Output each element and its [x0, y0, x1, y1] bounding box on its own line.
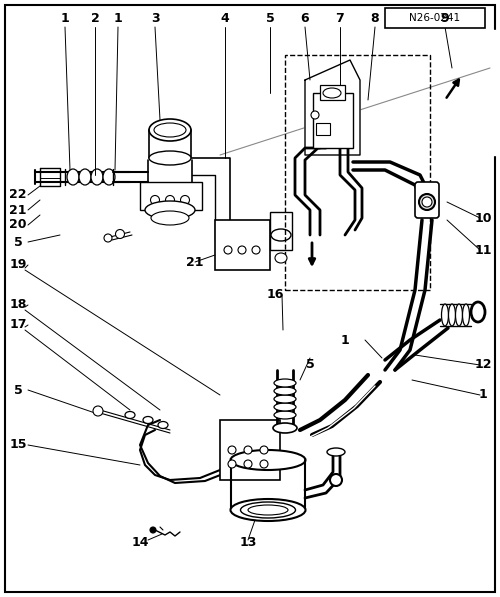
Ellipse shape	[230, 499, 306, 521]
Ellipse shape	[442, 304, 448, 326]
Text: 13: 13	[240, 537, 256, 549]
Text: 4: 4	[220, 11, 230, 24]
Ellipse shape	[149, 119, 191, 141]
Ellipse shape	[143, 417, 153, 423]
Text: 17: 17	[9, 319, 27, 331]
Circle shape	[224, 246, 232, 254]
Ellipse shape	[274, 411, 296, 419]
Circle shape	[252, 246, 260, 254]
Ellipse shape	[471, 302, 485, 322]
Ellipse shape	[448, 304, 456, 326]
Text: 6: 6	[300, 11, 310, 24]
Text: 5: 5	[14, 383, 22, 396]
Ellipse shape	[154, 123, 186, 137]
Text: 10: 10	[474, 211, 492, 224]
Circle shape	[244, 460, 252, 468]
Ellipse shape	[230, 450, 306, 470]
Bar	[220, 420, 280, 480]
Circle shape	[260, 460, 268, 468]
Text: 7: 7	[336, 11, 344, 24]
Text: 1: 1	[60, 11, 70, 24]
Circle shape	[93, 406, 103, 416]
Ellipse shape	[145, 201, 195, 219]
FancyBboxPatch shape	[415, 182, 439, 218]
Circle shape	[166, 195, 174, 205]
Ellipse shape	[274, 387, 296, 395]
Ellipse shape	[456, 304, 462, 326]
Circle shape	[244, 446, 252, 454]
Bar	[320, 85, 345, 100]
Text: 5: 5	[306, 359, 314, 371]
Ellipse shape	[274, 395, 296, 403]
Ellipse shape	[149, 151, 191, 165]
Text: 9: 9	[440, 11, 450, 24]
Polygon shape	[305, 60, 360, 155]
Text: 14: 14	[131, 537, 149, 549]
Text: N26-0241: N26-0241	[410, 13, 461, 23]
Circle shape	[116, 229, 124, 238]
Text: 18: 18	[10, 298, 26, 312]
Circle shape	[150, 195, 160, 205]
Text: 21: 21	[186, 256, 204, 269]
Bar	[316, 123, 330, 135]
Ellipse shape	[67, 169, 79, 185]
Text: 19: 19	[10, 259, 26, 272]
Ellipse shape	[274, 403, 296, 411]
Ellipse shape	[311, 111, 319, 119]
Ellipse shape	[330, 474, 342, 486]
Text: 16: 16	[266, 288, 283, 301]
Ellipse shape	[271, 229, 291, 241]
Circle shape	[104, 234, 112, 242]
Text: 1: 1	[340, 334, 349, 346]
Circle shape	[419, 194, 435, 210]
Ellipse shape	[151, 211, 189, 225]
Ellipse shape	[125, 411, 135, 418]
Text: 12: 12	[474, 359, 492, 371]
Ellipse shape	[323, 88, 341, 98]
Text: 3: 3	[150, 11, 160, 24]
Circle shape	[180, 195, 190, 205]
Ellipse shape	[158, 421, 168, 429]
Bar	[215, 220, 270, 270]
Circle shape	[260, 446, 268, 454]
Ellipse shape	[274, 379, 296, 387]
Circle shape	[422, 197, 432, 207]
Text: 1: 1	[114, 11, 122, 24]
Circle shape	[228, 460, 236, 468]
Ellipse shape	[327, 448, 345, 456]
Text: 11: 11	[474, 244, 492, 257]
Text: 2: 2	[90, 11, 100, 24]
Text: 5: 5	[266, 11, 274, 24]
Text: 21: 21	[9, 204, 27, 217]
Ellipse shape	[79, 169, 91, 185]
Circle shape	[238, 246, 246, 254]
Bar	[285, 55, 430, 290]
Bar	[140, 182, 202, 210]
Ellipse shape	[275, 253, 287, 263]
Text: 5: 5	[14, 235, 22, 248]
Bar	[313, 93, 353, 148]
Bar	[385, 8, 485, 28]
Ellipse shape	[240, 502, 296, 518]
Ellipse shape	[248, 505, 288, 515]
Text: 22: 22	[9, 189, 27, 202]
Text: 1: 1	[478, 389, 488, 402]
Bar	[270, 212, 292, 250]
Text: 20: 20	[9, 219, 27, 232]
Text: 15: 15	[9, 439, 27, 451]
Ellipse shape	[91, 169, 103, 185]
Text: 8: 8	[370, 11, 380, 24]
Polygon shape	[230, 30, 500, 155]
Circle shape	[228, 446, 236, 454]
Ellipse shape	[273, 423, 297, 433]
Circle shape	[150, 527, 156, 533]
Ellipse shape	[103, 169, 115, 185]
Ellipse shape	[462, 304, 469, 326]
